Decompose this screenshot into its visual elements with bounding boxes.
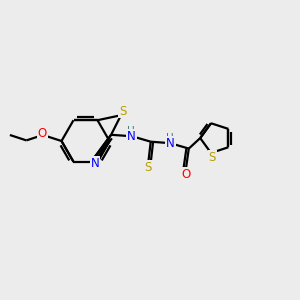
- Text: N: N: [166, 137, 175, 150]
- Text: H: H: [166, 133, 173, 143]
- Text: O: O: [181, 168, 190, 181]
- Text: S: S: [208, 151, 216, 164]
- Text: N: N: [91, 157, 99, 169]
- Text: H: H: [127, 126, 134, 136]
- Text: O: O: [38, 127, 47, 140]
- Text: S: S: [145, 161, 152, 174]
- Text: N: N: [127, 130, 136, 143]
- Text: S: S: [119, 104, 126, 118]
